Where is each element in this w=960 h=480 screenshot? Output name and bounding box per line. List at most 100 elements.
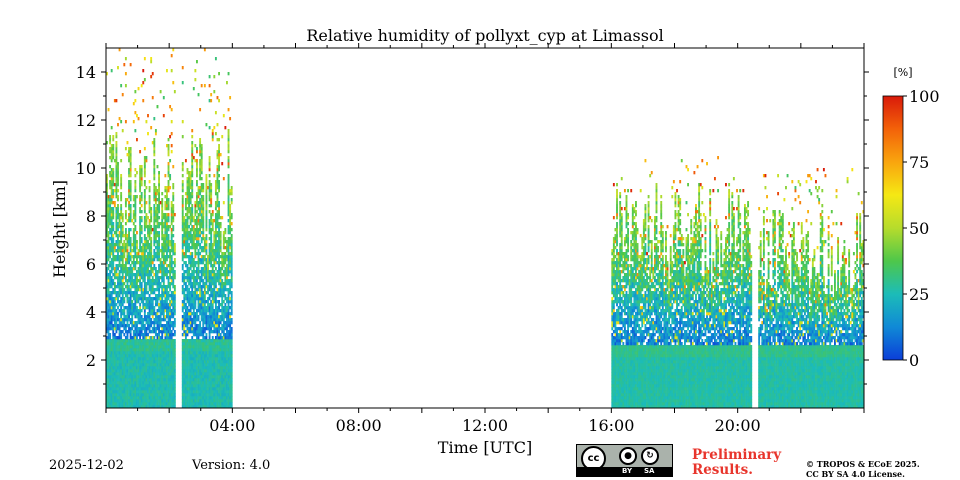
heatmap-cell xyxy=(106,336,108,340)
heatmap-cell xyxy=(162,270,165,274)
heatmap-cell xyxy=(230,312,233,316)
heatmap-cell xyxy=(150,357,153,361)
heatmap-cell xyxy=(164,357,167,361)
heatmap-cell xyxy=(196,192,198,196)
heatmap-cell xyxy=(145,330,148,334)
heatmap-cell xyxy=(151,381,154,385)
heatmap-cell xyxy=(109,186,112,190)
heatmap-cell xyxy=(147,270,149,274)
heatmap-cell xyxy=(199,108,202,112)
heatmap-cell xyxy=(128,393,130,397)
heatmap-cell xyxy=(128,405,130,409)
heatmap-cell xyxy=(199,303,202,307)
heatmap-cell xyxy=(199,144,202,148)
heatmap-cell xyxy=(120,342,123,346)
heatmap-cell xyxy=(154,348,157,352)
heatmap-cell xyxy=(110,387,113,391)
heatmap-cell xyxy=(202,372,205,376)
heatmap-cell xyxy=(181,66,184,70)
heatmap-cell xyxy=(113,255,116,259)
heatmap-cell xyxy=(153,336,156,340)
heatmap-cell xyxy=(164,243,167,247)
heatmap-cell xyxy=(166,240,168,244)
heatmap-cell xyxy=(207,264,209,268)
heatmap-cell xyxy=(202,402,205,406)
heatmap-cell xyxy=(107,273,110,277)
heatmap-cell xyxy=(137,87,140,91)
heatmap-cell xyxy=(132,267,135,271)
heatmap-cell xyxy=(186,276,189,280)
heatmap-cell xyxy=(121,393,124,397)
heatmap-cell xyxy=(189,363,192,367)
heatmap-cell xyxy=(153,291,156,295)
heatmap-cell xyxy=(147,393,149,397)
heatmap-cell xyxy=(218,327,220,331)
heatmap-cell xyxy=(173,381,176,385)
heatmap-cell xyxy=(161,342,164,346)
heatmap-cell xyxy=(230,333,233,337)
heatmap-cell xyxy=(200,309,203,313)
heatmap-cell xyxy=(121,291,124,295)
heatmap-cell xyxy=(140,315,143,319)
heatmap-cell xyxy=(188,273,190,277)
heatmap-cell xyxy=(136,384,138,388)
heatmap-cell xyxy=(211,321,214,325)
heatmap-cell xyxy=(113,387,116,391)
heatmap-cell xyxy=(129,300,132,304)
heatmap-cell xyxy=(218,72,220,76)
heatmap-cell xyxy=(208,306,211,310)
heatmap-cell xyxy=(208,384,211,388)
heatmap-cell xyxy=(150,219,153,223)
heatmap-cell xyxy=(189,378,192,382)
heatmap-cell xyxy=(107,291,110,295)
heatmap-cell xyxy=(188,210,190,214)
heatmap-cell xyxy=(139,165,142,169)
heatmap-cell xyxy=(181,372,184,376)
heatmap-cell xyxy=(181,219,184,223)
heatmap-cell xyxy=(170,402,173,406)
heatmap-cell xyxy=(202,234,205,238)
heatmap-cell xyxy=(170,324,173,328)
heatmap-cell xyxy=(147,225,149,229)
heatmap-cell xyxy=(202,324,205,328)
heatmap-cell xyxy=(208,222,211,226)
heatmap-cell xyxy=(191,237,194,241)
heatmap-cell xyxy=(120,387,123,391)
heatmap-cell xyxy=(216,123,219,127)
heatmap-cell xyxy=(205,306,208,310)
heatmap-cell xyxy=(115,291,118,295)
heatmap-cell xyxy=(211,405,214,409)
heatmap-cell xyxy=(213,126,216,130)
heatmap-cell xyxy=(158,384,160,388)
heatmap-cell xyxy=(218,156,220,160)
heatmap-cell xyxy=(192,87,195,91)
heatmap-cell xyxy=(147,390,149,394)
heatmap-cell xyxy=(115,321,118,325)
heatmap-cell xyxy=(129,204,132,208)
heatmap-cell xyxy=(184,252,187,256)
heatmap-cell xyxy=(134,255,137,259)
heatmap-cell xyxy=(211,306,214,310)
heatmap-cell xyxy=(156,312,159,316)
heatmap-cell xyxy=(143,192,146,196)
heatmap-cell xyxy=(109,264,112,268)
heatmap-cell xyxy=(120,210,123,214)
heatmap-cell xyxy=(132,384,135,388)
heatmap-cell xyxy=(191,402,194,406)
heatmap-cell xyxy=(192,306,195,310)
heatmap-cell xyxy=(106,309,108,313)
heatmap-cell xyxy=(214,258,217,262)
heatmap-cell xyxy=(128,195,130,199)
heatmap-cell xyxy=(139,348,142,352)
heatmap-cell xyxy=(184,240,187,244)
heatmap-cell xyxy=(106,189,108,193)
heatmap-cell xyxy=(106,297,108,301)
heatmap-cell xyxy=(110,144,113,148)
heatmap-cell xyxy=(159,318,162,322)
heatmap-cell xyxy=(143,183,146,187)
heatmap-cell xyxy=(158,309,160,313)
heatmap-cell xyxy=(227,108,230,112)
heatmap-cell xyxy=(126,141,129,145)
heatmap-cell xyxy=(192,291,195,295)
heatmap-cell xyxy=(188,246,190,250)
